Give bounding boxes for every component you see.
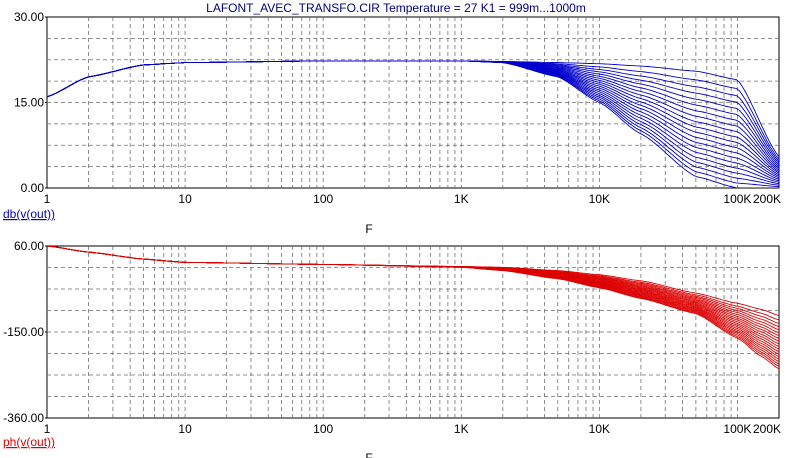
grid [47, 17, 779, 188]
y-tick-label: 0.00 [21, 181, 45, 195]
series-line [47, 60, 779, 171]
x-tick-label: 10K [589, 422, 610, 436]
grid [47, 246, 779, 418]
chart-title: LAFONT_AVEC_TRANSFO.CIR Temperature = 27… [206, 1, 586, 15]
magnitude-panel: 0.00 15.00 30.00 1 10 100 1K 10K 100K 200K db(v(ou… [3, 10, 781, 236]
series-line [47, 60, 779, 168]
traces [47, 246, 779, 370]
x-tick-label: 1K [454, 192, 469, 206]
series-line [47, 60, 779, 182]
y-tick-label: -150.00 [3, 325, 44, 339]
x-tick-label: 200K [753, 422, 781, 436]
x-tick-label: 100 [313, 192, 333, 206]
y-tick-label: 60.00 [14, 239, 44, 253]
x-tick-label: 10K [589, 192, 610, 206]
series-line [47, 60, 779, 183]
x-tick-label: 1 [44, 422, 51, 436]
series-line [47, 60, 779, 173]
trace-label: db(v(out)) [3, 207, 55, 221]
series-line [47, 246, 779, 324]
x-tick-label: 200K [753, 192, 781, 206]
phase-panel: -360.00 -150.00 60.00 1 10 100 1K 10K 100K 200K ph… [3, 239, 781, 458]
trace-label: ph(v(out)) [3, 435, 55, 449]
series-line [47, 60, 779, 188]
y-tick-label: 15.00 [14, 96, 44, 110]
y-tick-label: -360.00 [3, 411, 44, 425]
series-line [47, 246, 779, 328]
y-tick-label: 30.00 [14, 10, 44, 24]
series-line [47, 60, 779, 180]
x-tick-label: 1 [44, 192, 51, 206]
series-line [47, 246, 779, 370]
series-line [47, 60, 779, 166]
x-tick-label: 100K [723, 422, 751, 436]
series-line [47, 60, 779, 176]
series-line [47, 60, 779, 185]
x-tick-label: 10 [178, 192, 192, 206]
series-line [47, 60, 779, 157]
x-axis-label: F [365, 222, 372, 236]
traces [47, 60, 779, 188]
x-tick-label: 100K [723, 192, 751, 206]
x-tick-label: 10 [178, 422, 192, 436]
series-line [47, 246, 779, 362]
series-line [47, 246, 779, 321]
x-tick-label: 100 [313, 422, 333, 436]
x-tick-label: 1K [454, 422, 469, 436]
series-line [47, 246, 779, 360]
series-line [47, 60, 779, 177]
series-line [47, 246, 779, 331]
x-axis-label: F [365, 451, 372, 458]
